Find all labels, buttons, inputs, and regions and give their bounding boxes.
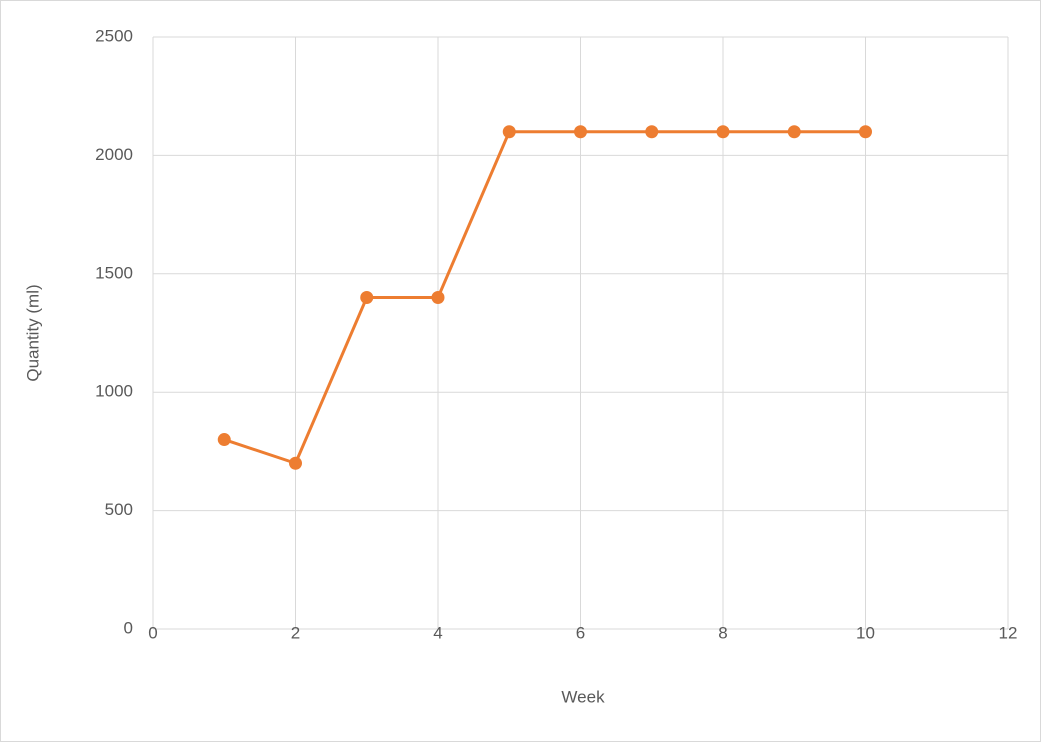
x-tick-label: 8 bbox=[718, 623, 727, 642]
data-point bbox=[289, 456, 302, 470]
data-point bbox=[217, 433, 231, 447]
data-point bbox=[787, 125, 801, 139]
y-axis-label: Quantity (ml) bbox=[23, 284, 42, 381]
y-tick-label: 2500 bbox=[95, 26, 133, 45]
data-point bbox=[716, 125, 730, 139]
x-tick-label: 12 bbox=[999, 623, 1018, 642]
y-tick-label: 500 bbox=[105, 500, 133, 519]
y-tick-label: 1000 bbox=[95, 382, 133, 401]
data-point bbox=[645, 125, 659, 139]
x-tick-label: 2 bbox=[291, 623, 300, 642]
data-point bbox=[360, 290, 374, 304]
x-tick-label: 4 bbox=[433, 623, 442, 642]
x-tick-label: 6 bbox=[576, 623, 585, 642]
x-tick-label: 0 bbox=[148, 623, 157, 642]
data-point bbox=[502, 125, 516, 139]
x-axis-label: Week bbox=[561, 687, 605, 706]
data-point bbox=[574, 125, 587, 139]
data-point bbox=[859, 125, 872, 139]
data-line bbox=[223, 130, 866, 465]
y-tick-label: 0 bbox=[124, 618, 133, 637]
y-tick-label: 1500 bbox=[95, 263, 133, 282]
y-tick-label: 2000 bbox=[95, 145, 133, 164]
data-point bbox=[431, 290, 445, 304]
x-tick-label: 10 bbox=[856, 623, 875, 642]
